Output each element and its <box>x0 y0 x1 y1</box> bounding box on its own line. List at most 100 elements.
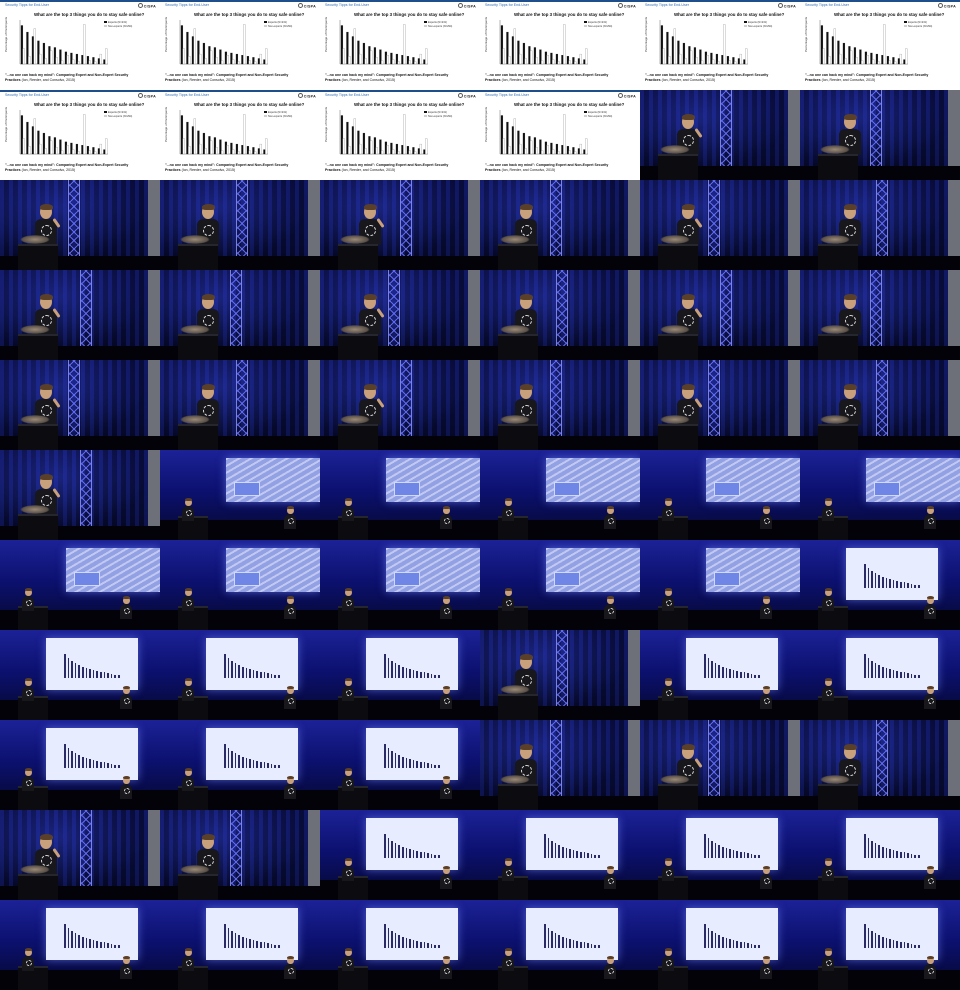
projected-bar <box>274 764 276 768</box>
stage-wide-chart-slide[interactable] <box>320 810 480 900</box>
lighting-truss <box>720 270 732 360</box>
stage-wide-chart-slide[interactable] <box>480 900 640 990</box>
citation-authors: (Ion, Reeder, and Consolvo, 2015) <box>501 167 556 172</box>
robot-props <box>500 325 530 334</box>
slide-thumbnail[interactable]: Security Tipps for End-User CISPA What a… <box>160 0 320 90</box>
speaker-figure <box>438 686 455 709</box>
speaker-thumbnail[interactable] <box>160 180 320 270</box>
logo-ring-icon <box>777 3 783 8</box>
stage-wide-building-slide[interactable] <box>320 540 480 630</box>
projected-bar <box>249 668 251 678</box>
projected-bar <box>402 666 404 678</box>
speaker-thumbnail[interactable] <box>0 450 160 540</box>
slide-thumbnail[interactable]: Security Tipps for End-User CISPA What a… <box>800 0 960 90</box>
slide-thumbnail[interactable]: Security Tipps for End-User CISPA What a… <box>320 0 480 90</box>
speaker-thumbnail[interactable] <box>640 90 800 180</box>
stage-wide-chart-slide[interactable] <box>320 900 480 990</box>
speaker-thumbnail[interactable] <box>320 270 480 360</box>
projected-bar <box>394 663 397 678</box>
speaker-thumbnail[interactable] <box>0 270 160 360</box>
slide-thumbnail[interactable]: Security Tipps for End-User CISPA What a… <box>320 90 480 180</box>
speaker-thumbnail[interactable] <box>480 270 640 360</box>
bar-experts <box>848 46 851 65</box>
speaker-figure <box>118 776 135 799</box>
side-wall <box>948 180 960 270</box>
stage-wide-building-slide[interactable] <box>480 450 640 540</box>
side-wall <box>628 360 640 450</box>
stage-wide-chart-slide[interactable] <box>800 810 960 900</box>
stage-wide-chart-slide[interactable] <box>640 810 800 900</box>
projected-bar <box>903 672 906 678</box>
stage-wide-chart-slide[interactable] <box>0 630 160 720</box>
speaker-thumbnail[interactable] <box>480 720 640 810</box>
stage-wide-chart-slide[interactable] <box>800 900 960 990</box>
slide-header-bar <box>160 90 320 92</box>
stage-wide-building-slide[interactable] <box>640 450 800 540</box>
projected-bar-chart <box>64 648 124 678</box>
speaker-thumbnail[interactable] <box>160 810 320 900</box>
speaker-hair <box>843 114 857 120</box>
slide-thumbnail[interactable]: Security Tipps for End-User CISPA What a… <box>0 90 160 180</box>
stage-wide-chart-slide[interactable] <box>640 900 800 990</box>
slide-thumbnail[interactable]: Security Tipps for End-User CISPA What a… <box>160 90 320 180</box>
speaker-thumbnail[interactable] <box>800 270 960 360</box>
speaker-hair <box>184 948 192 952</box>
stage-wide-building-slide[interactable] <box>480 540 640 630</box>
stage-wide-building-slide[interactable] <box>160 450 320 540</box>
projected-bar <box>78 754 80 768</box>
slide-thumbnail[interactable]: Security Tipps for End-User CISPA What a… <box>0 0 160 90</box>
speaker-thumbnail[interactable] <box>480 630 640 720</box>
bar-experts <box>379 49 382 65</box>
citation: "...no one can hack my mind": Comparing … <box>5 163 135 172</box>
projected-bar <box>907 943 909 948</box>
speaker-thumbnail[interactable] <box>800 180 960 270</box>
slide-thumbnail[interactable]: Security Tipps for End-User CISPA What a… <box>640 0 800 90</box>
speaker-figure <box>118 596 135 619</box>
projected-bar <box>874 663 877 678</box>
speaker-thumbnail[interactable] <box>480 180 640 270</box>
speaker-thumbnail[interactable] <box>0 180 160 270</box>
bar-experts <box>59 139 62 155</box>
speaker-thumbnail[interactable] <box>800 720 960 810</box>
stage-wide-chart-slide[interactable] <box>800 540 960 630</box>
stage-wide-chart-slide[interactable] <box>160 630 320 720</box>
projected-bar <box>67 657 70 678</box>
speaker-thumbnail[interactable] <box>640 270 800 360</box>
speaker-thumbnail[interactable] <box>160 270 320 360</box>
stage-wide-building-slide[interactable] <box>800 450 960 540</box>
speaker-thumbnail[interactable] <box>480 360 640 450</box>
speaker-figure <box>180 948 197 971</box>
projected-bar <box>594 854 596 858</box>
projected-bar <box>754 674 756 678</box>
speaker-thumbnail[interactable] <box>0 810 160 900</box>
stage-wide-chart-slide[interactable] <box>0 900 160 990</box>
legend-item-non-experts: Non-experts (N=294) <box>104 24 132 29</box>
shirt-print <box>25 959 33 967</box>
speaker-thumbnail[interactable] <box>640 180 800 270</box>
stage-wide-chart-slide[interactable] <box>0 720 160 810</box>
stage-wide-building-slide[interactable] <box>320 450 480 540</box>
stage-wide-chart-slide[interactable] <box>320 630 480 720</box>
stage-wide-chart-slide[interactable] <box>640 630 800 720</box>
bar-experts <box>555 53 559 65</box>
stage-wide-chart-slide[interactable] <box>480 810 640 900</box>
speaker-thumbnail[interactable] <box>640 720 800 810</box>
stage-wide-chart-slide[interactable] <box>320 720 480 810</box>
stage-wide-chart-slide[interactable] <box>160 720 320 810</box>
speaker-thumbnail[interactable] <box>320 180 480 270</box>
stage-wide-building-slide[interactable] <box>0 540 160 630</box>
speaker-thumbnail[interactable] <box>320 360 480 450</box>
y-axis-label: Percentage of Participants <box>324 106 328 142</box>
stage-wide-building-slide[interactable] <box>640 540 800 630</box>
speaker-thumbnail[interactable] <box>800 90 960 180</box>
speaker-thumbnail[interactable] <box>640 360 800 450</box>
slide-thumbnail[interactable]: Security Tipps for End-User CISPA What a… <box>480 0 640 90</box>
stage-wide-chart-slide[interactable] <box>160 900 320 990</box>
stage-wide-chart-slide[interactable] <box>800 630 960 720</box>
speaker-thumbnail[interactable] <box>160 360 320 450</box>
speaker-thumbnail[interactable] <box>0 360 160 450</box>
projected-bar <box>416 941 418 948</box>
stage-wide-building-slide[interactable] <box>160 540 320 630</box>
speaker-thumbnail[interactable] <box>800 360 960 450</box>
slide-thumbnail[interactable]: Security Tipps for End-User CISPA What a… <box>480 90 640 180</box>
